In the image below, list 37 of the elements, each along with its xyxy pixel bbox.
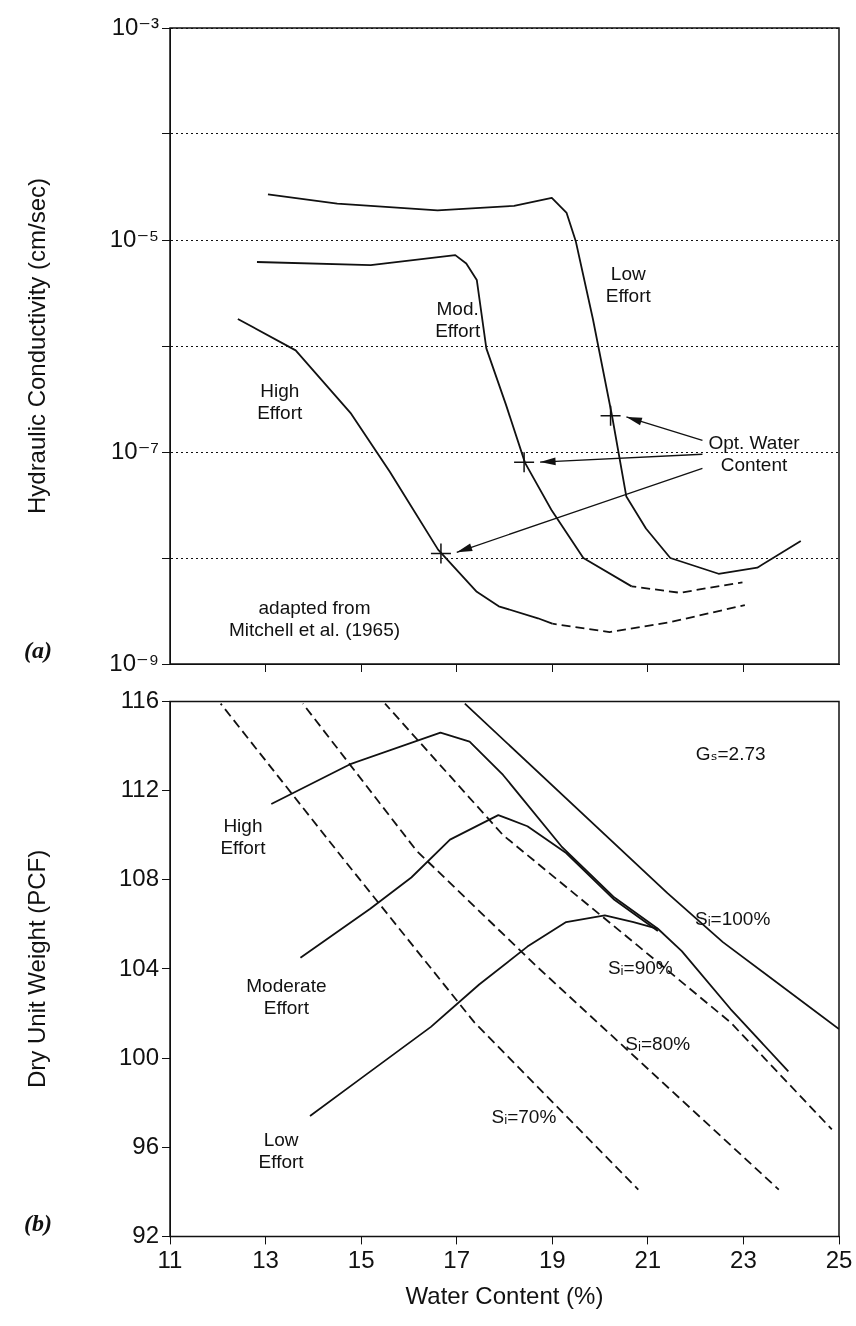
y-tick-label: 10⁻³ [111,12,159,40]
x-tick-label: 15 [347,1246,375,1274]
x-tick-label: 13 [252,1246,279,1274]
x-tick-label: 23 [730,1246,757,1274]
series-label: Sᵢ=70% [491,1106,557,1128]
series-label: Moderate Effort [246,975,327,1019]
series-label: High Effort [257,380,303,424]
x-tick-label: 17 [443,1246,471,1274]
series-label: High Effort [220,814,267,858]
x-tick-label: 11 [157,1246,183,1274]
text: (b) [24,1209,52,1236]
series-label: Sᵢ=80% [625,1033,691,1055]
y-tick-label: 96 [132,1131,159,1159]
y-tick-label: 112 [120,775,159,803]
x-tick-label: 19 [538,1246,566,1274]
y-tick-label: 10⁻⁵ [109,224,159,252]
series-label: Sᵢ=90% [607,957,673,979]
series-label: Mod. Effort [435,297,481,341]
series-label: Low Effort [258,1129,305,1173]
y-axis-title: Hydraulic Conductivity (cm/sec) [23,177,51,515]
annotation: Gₛ=2.73 [695,743,766,765]
y-axis-title: Dry Unit Weight (PCF) [23,849,51,1089]
y-tick-label: 10⁻⁹ [109,648,159,676]
y-tick-label: 104 [118,953,159,981]
y-tick-label: 100 [118,1042,159,1070]
y-tick-label: 92 [132,1221,159,1249]
series-label: Low Effort [605,262,652,306]
annotation: adapted from Mitchell et al. (1965) [228,596,401,640]
x-axis-title: Water Content (%) [405,1282,604,1310]
y-tick-label: 10⁻⁷ [110,436,159,464]
y-tick-label: 116 [120,686,159,714]
text: (a) [24,637,52,664]
x-tick-label: 21 [634,1246,662,1274]
x-tick-label: 25 [825,1246,853,1274]
text: Opt. Water Content [708,431,801,475]
series-label: Sᵢ=100% [694,907,771,929]
y-tick-label: 108 [118,864,159,892]
